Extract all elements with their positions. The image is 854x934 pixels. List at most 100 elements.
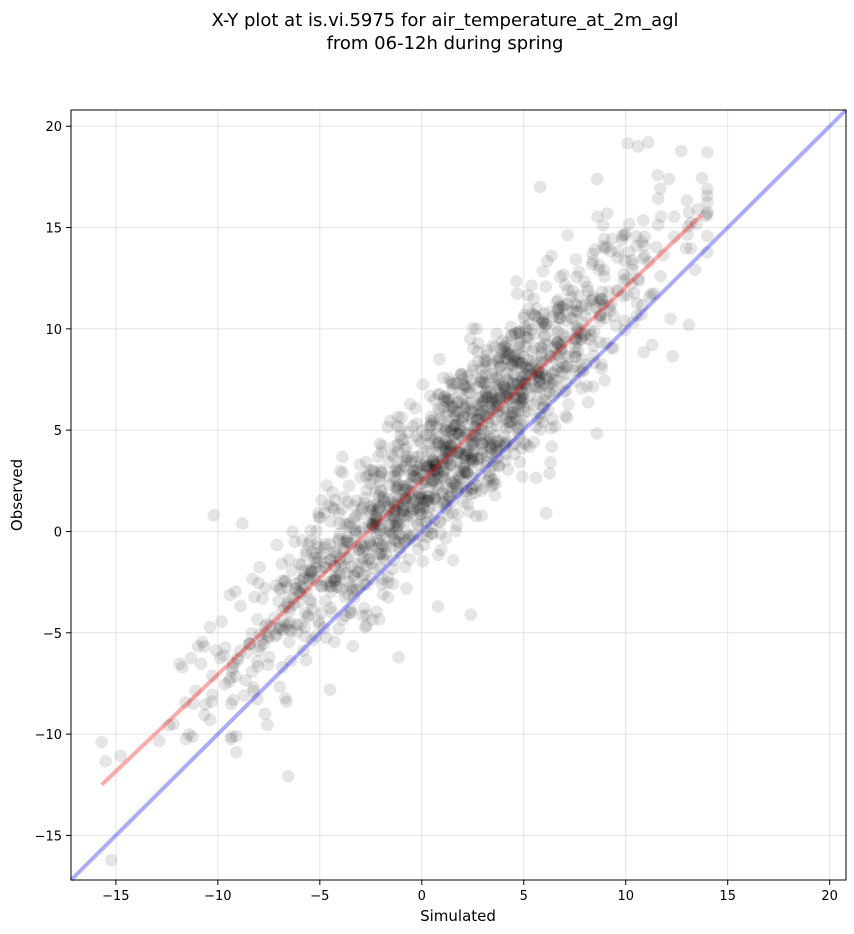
data-point	[474, 443, 488, 457]
data-point	[431, 427, 444, 440]
data-point	[273, 680, 287, 694]
data-point	[461, 443, 474, 457]
data-point	[439, 435, 452, 448]
data-point	[288, 582, 302, 595]
data-point	[375, 466, 388, 480]
data-point	[356, 551, 370, 565]
data-point	[382, 455, 396, 469]
data-point	[353, 458, 367, 471]
data-point	[408, 455, 422, 469]
data-point	[386, 562, 399, 576]
data-point	[530, 369, 544, 383]
data-point	[397, 433, 411, 447]
data-point	[474, 450, 488, 464]
data-point	[424, 419, 438, 432]
data-point	[436, 438, 450, 451]
data-point	[450, 445, 463, 459]
data-point	[270, 627, 283, 641]
data-point	[320, 579, 334, 592]
data-point	[493, 360, 506, 374]
data-point	[282, 553, 296, 566]
data-point	[459, 485, 473, 498]
data-point	[392, 516, 406, 530]
data-point	[282, 635, 296, 649]
data-point	[318, 506, 332, 519]
data-point	[491, 355, 505, 369]
data-point	[516, 470, 529, 483]
data-point	[427, 393, 441, 406]
data-point	[431, 471, 444, 485]
data-point	[310, 547, 323, 560]
data-point	[396, 455, 409, 468]
data-point	[635, 308, 648, 321]
data-point	[417, 468, 431, 481]
plot-frame	[70, 109, 847, 881]
data-point	[382, 523, 396, 536]
data-point	[537, 400, 551, 414]
data-point	[701, 229, 714, 243]
data-point	[209, 644, 223, 657]
data-point	[534, 411, 548, 425]
data-point	[411, 461, 424, 474]
data-point	[437, 393, 451, 407]
data-point	[523, 318, 536, 332]
data-point	[504, 382, 518, 395]
data-point	[295, 580, 309, 593]
data-point	[546, 351, 559, 364]
data-point	[638, 249, 651, 263]
data-point	[206, 669, 219, 683]
data-point	[397, 504, 411, 518]
data-point	[255, 633, 269, 647]
data-point	[411, 518, 424, 532]
data-point	[428, 432, 442, 446]
data-point	[618, 229, 632, 242]
data-point	[224, 732, 238, 746]
data-point	[402, 425, 415, 439]
data-point	[300, 544, 313, 558]
data-point	[497, 429, 511, 443]
data-point	[355, 521, 369, 535]
data-point	[332, 622, 346, 636]
data-point	[421, 460, 434, 473]
data-point	[507, 350, 520, 364]
data-point	[391, 419, 404, 433]
data-point	[370, 511, 383, 524]
data-point	[485, 479, 499, 493]
data-point	[545, 249, 558, 263]
data-point	[500, 404, 514, 417]
data-point	[582, 302, 596, 316]
data-point	[461, 408, 475, 422]
data-point	[333, 555, 346, 568]
data-point	[576, 365, 589, 378]
data-point	[273, 620, 287, 634]
data-point	[485, 438, 499, 452]
data-point	[353, 542, 366, 556]
data-point	[497, 436, 511, 449]
data-point	[390, 515, 404, 529]
data-point	[514, 394, 528, 407]
data-point	[531, 412, 544, 425]
data-point	[581, 280, 594, 294]
data-point	[632, 274, 646, 287]
data-point	[491, 382, 505, 395]
data-point	[419, 455, 433, 468]
data-point	[450, 518, 464, 532]
data-point	[280, 695, 293, 709]
data-point	[203, 620, 217, 634]
data-point	[445, 423, 459, 436]
data-point	[319, 537, 332, 551]
data-point	[518, 405, 532, 419]
data-point	[409, 534, 422, 548]
data-point	[437, 391, 451, 404]
data-point	[482, 469, 496, 483]
data-point	[440, 420, 454, 434]
data-point	[415, 507, 428, 521]
data-point	[464, 452, 478, 466]
data-point	[362, 516, 376, 529]
data-point	[596, 240, 610, 253]
data-point	[556, 361, 570, 374]
data-point	[440, 481, 453, 495]
data-point	[485, 404, 498, 418]
data-point	[513, 455, 527, 469]
data-point	[493, 439, 507, 452]
